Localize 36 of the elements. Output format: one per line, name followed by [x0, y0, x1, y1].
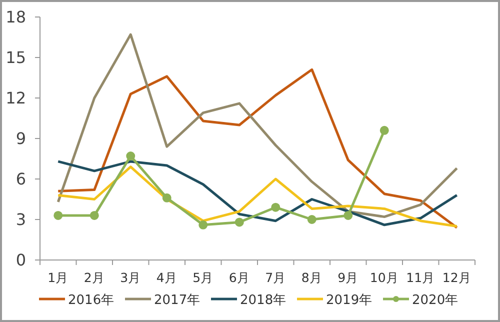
- point: [198, 220, 208, 230]
- x-tick-label: 8月: [301, 270, 322, 285]
- point: [126, 152, 136, 161]
- x-tick-label: 3月: [120, 270, 142, 285]
- y-tick-label: 15: [6, 48, 26, 67]
- line-series: [56, 68, 458, 229]
- legend-label: 2016年: [68, 293, 114, 308]
- legend-label: 2019年: [326, 293, 372, 308]
- x-tick-label: 2月: [84, 270, 105, 285]
- x-tick-label: 5月: [192, 270, 214, 285]
- x-tick-label: 12月: [442, 270, 472, 285]
- legend-label: 2017年: [154, 293, 200, 308]
- y-tick-label: 12: [6, 88, 26, 108]
- y-tick-label: 6: [16, 170, 26, 188]
- y-tick-label: 18: [6, 8, 26, 26]
- x-tick-label: 11月: [406, 270, 436, 285]
- point: [54, 210, 63, 220]
- point: [380, 126, 389, 135]
- line-series: [56, 33, 458, 218]
- y-tick-label: 3: [16, 210, 26, 229]
- point: [234, 218, 244, 227]
- x-tick-label: 1月: [48, 270, 69, 285]
- legend-label: 2020年: [412, 293, 458, 308]
- x-tick-label: 9月: [338, 270, 359, 285]
- point: [307, 215, 316, 224]
- point: [90, 210, 99, 220]
- y-tick-label: 9: [16, 129, 26, 148]
- x-tick-label: 6月: [228, 270, 250, 285]
- legend-label: 2018年: [240, 293, 286, 308]
- point: [271, 202, 280, 212]
- point: [162, 193, 172, 202]
- x-tick-label: 4月: [156, 270, 178, 285]
- x-tick-label: 10月: [370, 270, 399, 285]
- x-tick-label: 7月: [265, 270, 286, 285]
- point: [344, 210, 353, 220]
- y-tick-label: 0: [16, 250, 26, 270]
